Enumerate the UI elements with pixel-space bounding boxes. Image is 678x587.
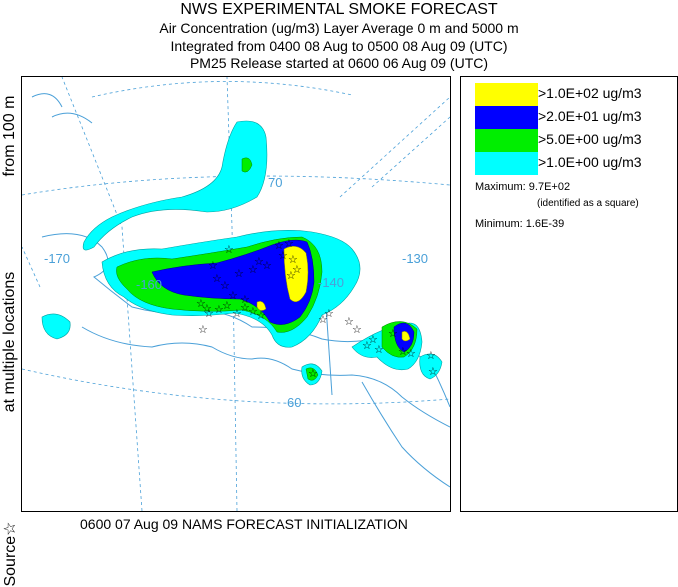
plume-green-south: [305, 367, 319, 381]
lat-label-70: 70: [268, 175, 282, 190]
plume-yellow: [256, 246, 411, 342]
source-star: ☆: [232, 307, 242, 320]
legend-item-green: >5.0E+00 ug/m3: [475, 129, 675, 152]
source-star: ☆: [202, 302, 212, 315]
source-star: ☆: [240, 301, 250, 314]
legend-item-blue: >2.0E+01 ug/m3: [475, 106, 675, 129]
source-star: ☆: [274, 239, 284, 252]
legend-swatch-cyan: [475, 152, 538, 175]
source-star: ☆: [292, 263, 302, 276]
source-star: ☆: [204, 307, 214, 320]
legend-swatch-blue: [475, 106, 538, 129]
source-star: ☆: [240, 293, 250, 306]
source-star: ☆: [428, 365, 438, 378]
source-star: ☆: [212, 272, 222, 285]
source-star: ☆: [234, 267, 244, 280]
plume-cyan-southeast: [419, 353, 443, 380]
lon-label-160: -160: [136, 277, 162, 292]
source-star: ☆: [324, 307, 334, 320]
gridline-lon-130: [371, 116, 450, 188]
lon-label-130: -130: [402, 251, 428, 266]
source-star: ☆: [248, 263, 258, 276]
coastline-south: [81, 326, 450, 428]
legend-swatch-yellow: [475, 83, 538, 106]
source-star: ☆: [398, 345, 408, 358]
gridline-lon-170: [22, 246, 41, 288]
source-star: ☆: [256, 309, 266, 322]
source-star: ☆: [286, 269, 296, 282]
legend-item-yellow: >1.0E+02 ug/m3: [475, 83, 675, 106]
source-star: ☆: [262, 259, 272, 272]
gridline-lon-160: [61, 77, 143, 511]
smoke-forecast-map: ☆ ☆ ☆ ☆ ☆ ☆ ☆ ☆ ☆ ☆ ☆ ☆ ☆ ☆ ☆ ☆ ☆ ☆ ☆ ☆ …: [21, 76, 451, 512]
lon-label-170: -170: [44, 251, 70, 266]
legend-swatch-green: [475, 129, 538, 152]
height-label: from 100 m: [1, 95, 18, 177]
plume-green-arctic: [241, 157, 253, 173]
plume-blue-main: [151, 239, 315, 325]
source-star: ☆: [196, 297, 206, 310]
plume-cyan-west: [41, 313, 71, 340]
source-star: ☆: [284, 237, 294, 250]
source-star: ☆: [308, 367, 318, 380]
legend-label: >2.0E+01 ug/m3: [538, 108, 642, 124]
source-star: ☆: [426, 349, 436, 362]
subtitle-concentration: Air Concentration (ug/m3) Layer Average …: [159, 20, 519, 36]
plume-yellow-small: [256, 301, 267, 311]
legend-label: >1.0E+02 ug/m3: [538, 85, 642, 101]
footer-initialization: 0600 07 Aug 09 NAMS FORECAST INITIALIZAT…: [80, 516, 408, 532]
source-star: ☆: [208, 259, 218, 272]
legend-item-cyan: >1.0E+00 ug/m3: [475, 152, 675, 175]
source-star: ☆: [214, 303, 224, 316]
subtitle-integration: Integrated from 0400 08 Aug to 0500 08 A…: [170, 38, 508, 54]
page-title: NWS EXPERIMENTAL SMOKE FORECAST: [180, 1, 498, 18]
source-star: ☆: [222, 299, 232, 312]
source-star: ☆: [228, 289, 238, 302]
source-star: ☆: [318, 313, 328, 326]
legend-label: >1.0E+00 ug/m3: [538, 154, 642, 170]
legend-max-note: (identified as a square): [537, 198, 639, 209]
source-star: ☆: [220, 279, 230, 292]
gridline-lon-150: [226, 77, 238, 511]
source-star: ☆: [374, 343, 384, 356]
legend-label: >5.0E+00 ug/m3: [538, 131, 642, 147]
legend-panel: >1.0E+02 ug/m3 >2.0E+01 ug/m3 >5.0E+00 u…: [460, 76, 678, 512]
graticule: [22, 77, 450, 511]
source-star: ☆: [248, 305, 258, 318]
source-star: ☆: [368, 333, 378, 346]
source-star: ☆: [388, 327, 398, 340]
plume-cyan-arctic: [82, 120, 268, 251]
source-markers: ☆ ☆ ☆ ☆ ☆ ☆ ☆ ☆ ☆ ☆ ☆ ☆ ☆ ☆ ☆ ☆ ☆ ☆ ☆ ☆ …: [196, 237, 438, 380]
source-star: ☆: [406, 347, 416, 360]
plume-yellow-main: [283, 246, 309, 303]
lon-label-140: -140: [318, 275, 344, 290]
map-svg: ☆ ☆ ☆ ☆ ☆ ☆ ☆ ☆ ☆ ☆ ☆ ☆ ☆ ☆ ☆ ☆ ☆ ☆ ☆ ☆ …: [22, 77, 450, 511]
source-star: ☆: [288, 253, 298, 266]
plume-yellow-east: [401, 331, 411, 342]
grid-labels: -170 -160 -140 -130 70 60: [44, 175, 428, 410]
legend-maximum: Maximum: 9.7E+02: [475, 181, 571, 193]
source-star: ☆: [198, 323, 208, 336]
source-star: ☆: [224, 243, 234, 256]
source-star: ☆: [352, 323, 362, 336]
source-star: ☆: [362, 339, 372, 352]
gridline-arc-north: [91, 81, 353, 98]
coastline-panhandle: [361, 381, 450, 488]
source-label: Source☆: [2, 521, 19, 587]
gridline-lon-140: [339, 96, 450, 198]
lat-label-60: 60: [287, 395, 301, 410]
coastline-west: [31, 93, 93, 124]
subtitle-release: PM25 Release started at 0600 06 Aug 09 (…: [189, 55, 489, 71]
source-star: ☆: [278, 249, 288, 262]
source-star: ☆: [344, 315, 354, 328]
legend-minimum: Minimum: 1.6E-39: [475, 218, 565, 230]
gridline-lat-60: [22, 368, 450, 405]
source-star: ☆: [254, 255, 264, 268]
multiple-locations-label: at multiple locations: [1, 271, 18, 413]
